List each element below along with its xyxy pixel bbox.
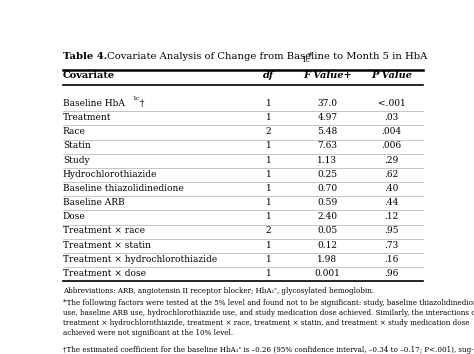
Text: Treatment × race: Treatment × race bbox=[63, 227, 145, 235]
Text: Statin: Statin bbox=[63, 142, 91, 150]
Text: 0.25: 0.25 bbox=[318, 170, 337, 179]
Text: 1: 1 bbox=[266, 170, 272, 179]
Text: 0.05: 0.05 bbox=[317, 227, 337, 235]
Text: .004: .004 bbox=[382, 127, 402, 136]
Text: 1: 1 bbox=[266, 113, 272, 122]
Text: .12: .12 bbox=[384, 212, 399, 221]
Text: 7.63: 7.63 bbox=[318, 142, 337, 150]
Text: 1: 1 bbox=[266, 269, 272, 278]
Text: 2: 2 bbox=[266, 227, 272, 235]
Text: <.001: <.001 bbox=[378, 99, 406, 108]
Text: Hydrochlorothiazide: Hydrochlorothiazide bbox=[63, 170, 157, 179]
Text: .006: .006 bbox=[382, 142, 402, 150]
Text: Table 4.: Table 4. bbox=[63, 52, 107, 61]
Text: 1.13: 1.13 bbox=[318, 156, 337, 165]
Text: 0.001: 0.001 bbox=[314, 269, 340, 278]
Text: 1: 1 bbox=[266, 184, 272, 193]
Text: Baseline HbA: Baseline HbA bbox=[63, 99, 125, 108]
Text: 1: 1 bbox=[266, 99, 272, 108]
Text: †: † bbox=[139, 99, 144, 108]
Text: 0.59: 0.59 bbox=[317, 198, 337, 207]
Text: Abbreviations: ARB, angiotensin II receptor blocker; HbA₁ᶜ, glycosylated hemoglo: Abbreviations: ARB, angiotensin II recep… bbox=[63, 287, 374, 295]
Text: 1: 1 bbox=[266, 142, 272, 150]
Text: 5.48: 5.48 bbox=[317, 127, 337, 136]
Text: .96: .96 bbox=[384, 269, 399, 278]
Text: .62: .62 bbox=[384, 170, 399, 179]
Text: Baseline thiazolidinedione: Baseline thiazolidinedione bbox=[63, 184, 183, 193]
Text: Covariate Analysis of Change from Baseline to Month 5 in HbA: Covariate Analysis of Change from Baseli… bbox=[104, 52, 428, 61]
Text: 1: 1 bbox=[266, 255, 272, 264]
Text: 0.70: 0.70 bbox=[318, 184, 337, 193]
Text: Study: Study bbox=[63, 156, 90, 165]
Text: Treatment: Treatment bbox=[63, 113, 111, 122]
Text: Treatment × hydrochlorothiazide: Treatment × hydrochlorothiazide bbox=[63, 255, 217, 264]
Text: 2.40: 2.40 bbox=[318, 212, 337, 221]
Text: Covariate: Covariate bbox=[63, 71, 115, 80]
Text: 0.12: 0.12 bbox=[318, 241, 337, 250]
Text: 1.98: 1.98 bbox=[318, 255, 337, 264]
Text: .73: .73 bbox=[384, 241, 399, 250]
Text: .95: .95 bbox=[384, 227, 399, 235]
Text: 2: 2 bbox=[266, 127, 272, 136]
Text: .29: .29 bbox=[384, 156, 399, 165]
Text: .16: .16 bbox=[384, 255, 399, 264]
Text: P Value: P Value bbox=[371, 71, 412, 80]
Text: 37.0: 37.0 bbox=[318, 99, 337, 108]
Text: .44: .44 bbox=[384, 198, 399, 207]
Text: *: * bbox=[308, 51, 312, 61]
Text: 1: 1 bbox=[266, 156, 272, 165]
Text: 1c: 1c bbox=[132, 96, 139, 101]
Text: 1: 1 bbox=[266, 241, 272, 250]
Text: .03: .03 bbox=[384, 113, 399, 122]
Text: 1: 1 bbox=[266, 198, 272, 207]
Text: .40: .40 bbox=[384, 184, 399, 193]
Text: Dose: Dose bbox=[63, 212, 86, 221]
Text: 1: 1 bbox=[266, 212, 272, 221]
Text: 1c: 1c bbox=[301, 56, 310, 64]
Text: 4.97: 4.97 bbox=[318, 113, 337, 122]
Text: †The estimated coefficient for the baseline HbA₁ᶜ is –0.26 (95% confidence inter: †The estimated coefficient for the basel… bbox=[63, 346, 474, 354]
Text: df: df bbox=[263, 71, 274, 80]
Text: Treatment × dose: Treatment × dose bbox=[63, 269, 146, 278]
Text: Race: Race bbox=[63, 127, 86, 136]
Text: Baseline ARB: Baseline ARB bbox=[63, 198, 125, 207]
Text: *The following factors were tested at the 5% level and found not to be significa: *The following factors were tested at th… bbox=[63, 299, 474, 337]
Text: Treatment × statin: Treatment × statin bbox=[63, 241, 151, 250]
Text: F Value+: F Value+ bbox=[303, 71, 352, 80]
